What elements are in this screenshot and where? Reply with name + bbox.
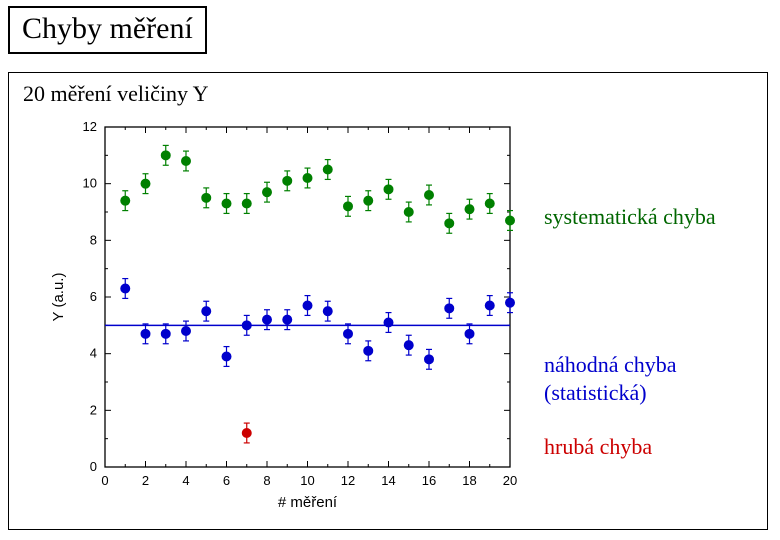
svg-text:10: 10 [83, 176, 97, 191]
svg-text:0: 0 [90, 459, 97, 474]
svg-text:2: 2 [90, 402, 97, 417]
svg-text:Y (a.u.): Y (a.u.) [50, 273, 67, 322]
svg-text:4: 4 [182, 473, 189, 488]
svg-text:14: 14 [381, 473, 395, 488]
svg-text:4: 4 [90, 346, 97, 361]
svg-text:6: 6 [90, 289, 97, 304]
scatter-chart: 02468101214161820024681012# měřeníY (a.u… [45, 117, 525, 517]
svg-text:12: 12 [83, 119, 97, 134]
legend-outlier: hrubá chyba [544, 433, 652, 461]
svg-text:10: 10 [300, 473, 314, 488]
svg-text:6: 6 [223, 473, 230, 488]
svg-text:8: 8 [90, 232, 97, 247]
page-title-box: Chyby měření [8, 6, 207, 54]
svg-text:18: 18 [462, 473, 476, 488]
svg-text:0: 0 [101, 473, 108, 488]
legend-systematic: systematická chyba [544, 203, 716, 231]
svg-text:# měření: # měření [278, 494, 338, 511]
legend-random: náhodná chyba (statistická) [544, 351, 767, 406]
page-title: Chyby měření [22, 12, 193, 45]
svg-text:2: 2 [142, 473, 149, 488]
svg-text:8: 8 [263, 473, 270, 488]
svg-text:12: 12 [341, 473, 355, 488]
svg-text:20: 20 [503, 473, 517, 488]
panel-subtitle: 20 měření veličiny Y [23, 81, 209, 107]
content-panel: 20 měření veličiny Y 0 2 4 6 8 10 12 14 16 18 20 0 2… [8, 72, 768, 530]
svg-text:16: 16 [422, 473, 436, 488]
